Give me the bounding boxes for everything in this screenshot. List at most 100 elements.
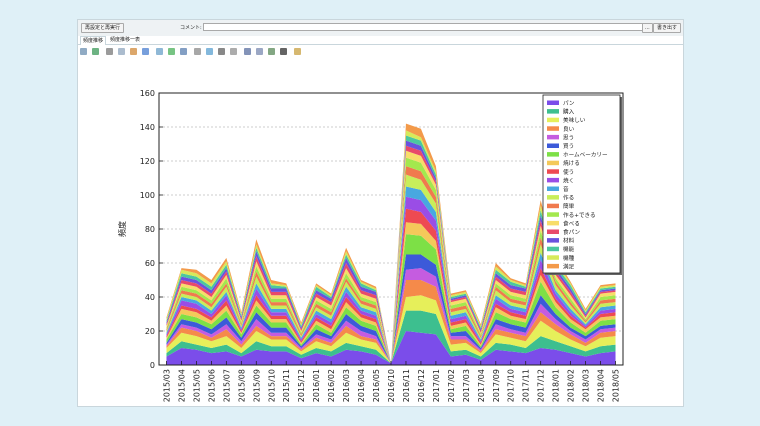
tab-frequency-trend-table[interactable]: 頻度推移一表 — [110, 37, 141, 43]
legend-label: 満足 — [563, 263, 575, 270]
legend-swatch — [547, 186, 559, 191]
legend-label: ホームベーカリー — [563, 152, 608, 159]
x-tick-label: 2015/06 — [207, 369, 216, 402]
y-tick-label: 120 — [140, 157, 155, 166]
x-tick-label: 2016/11 — [402, 369, 411, 402]
x-tick-label: 2016/02 — [327, 369, 336, 402]
x-tick-label: 2015/11 — [282, 369, 291, 402]
legend-swatch — [547, 203, 559, 209]
home-icon[interactable] — [130, 48, 137, 55]
zoom-out-icon[interactable] — [168, 48, 175, 55]
x-tick-label: 2017/04 — [477, 369, 486, 402]
y-axis-label: 頻度 — [117, 221, 127, 237]
legend-swatch — [547, 134, 559, 140]
font-small-icon[interactable] — [230, 48, 237, 55]
y-tick-label: 80 — [145, 225, 155, 234]
cursor-icon[interactable] — [142, 48, 149, 55]
x-tick-label: 2015/08 — [237, 369, 246, 402]
legend-swatch — [547, 195, 559, 200]
y-tick-label: 40 — [145, 293, 155, 302]
color-icon[interactable] — [280, 48, 287, 55]
comment-input[interactable] — [203, 23, 644, 31]
legend-label: 作る+できる — [563, 211, 596, 219]
legend-label: 思う — [563, 134, 574, 141]
chart-icon[interactable] — [194, 48, 201, 55]
x-tick-label: 2017/01 — [432, 369, 441, 402]
legend-swatch — [547, 126, 559, 131]
font-icon[interactable] — [218, 48, 225, 55]
settings-icon[interactable] — [294, 48, 301, 55]
x-tick-label: 2017/09 — [492, 369, 501, 402]
legend-swatch — [547, 220, 559, 226]
table-icon[interactable] — [180, 48, 187, 55]
legend-label: 機能 — [563, 245, 575, 253]
legend-swatch — [547, 246, 559, 252]
x-tick-label: 2017/10 — [507, 369, 516, 402]
legend — [542, 94, 621, 274]
x-tick-label: 2018/02 — [567, 369, 576, 402]
app-window: 再設定と再実行 コメント: ... 書き出す 頻度推移 頻度推移一表 0 20 40… — [77, 19, 684, 407]
legend-label: 音 — [563, 185, 569, 193]
legend-label: 食パン — [563, 228, 580, 236]
zoom-icon[interactable] — [106, 48, 113, 55]
area-chart-icon[interactable] — [268, 48, 275, 55]
series-area-16 — [166, 140, 616, 364]
x-tick-label: 2017/11 — [522, 369, 531, 402]
x-tick-label: 2016/03 — [342, 369, 351, 402]
x-tick-label: 2015/09 — [252, 369, 261, 402]
legend-swatch — [547, 238, 559, 243]
legend-swatch — [547, 229, 559, 234]
legend-swatch — [547, 100, 559, 105]
legend-swatch — [547, 117, 559, 123]
legend-label: 使う — [563, 168, 574, 176]
series-area-17 — [166, 135, 616, 364]
copy-icon[interactable] — [118, 48, 125, 55]
export-button[interactable]: 書き出す — [653, 23, 682, 33]
legend-label: 機種 — [563, 254, 575, 262]
zoom-in-icon[interactable] — [156, 48, 163, 55]
legend-label: 材料 — [563, 237, 575, 245]
y-tick-label: 140 — [140, 123, 155, 132]
legend-label: 作る — [563, 194, 574, 202]
x-tick-label: 2017/12 — [537, 369, 546, 402]
legend-label: 美味しい — [563, 116, 586, 124]
x-tick-label: 2018/03 — [582, 369, 591, 402]
y-tick-label: 160 — [140, 89, 155, 98]
legend-swatch — [547, 169, 559, 174]
legend-label: 買う — [563, 143, 574, 150]
tab-frequency-trend[interactable]: 頻度推移 — [80, 36, 107, 45]
legend-label: 簡単 — [563, 202, 575, 210]
bar-chart-icon[interactable] — [256, 48, 263, 55]
refresh-icon[interactable] — [92, 48, 99, 55]
top-toolbar: 再設定と再実行 コメント: ... 書き出す — [78, 20, 683, 36]
x-tick-label: 2015/10 — [267, 369, 276, 402]
x-tick-label: 2017/03 — [462, 369, 471, 402]
legend-swatch — [547, 160, 559, 166]
y-tick-label: 0 — [150, 361, 155, 370]
x-tick-label: 2016/04 — [357, 369, 366, 402]
x-tick-label: 2015/12 — [297, 369, 306, 402]
save-icon[interactable] — [80, 48, 87, 55]
stacked-area-chart: 0 20 40 60 80 100 120 140 160 2015/03 2015/04 2015/… — [117, 89, 624, 402]
series-area-1 — [166, 310, 616, 364]
y-tick-label: 60 — [145, 259, 155, 268]
rerun-button[interactable]: 再設定と再実行 — [81, 23, 125, 33]
line-chart-icon[interactable] — [244, 48, 251, 55]
comment-more-button[interactable]: ... — [642, 23, 653, 33]
legend-swatch — [547, 109, 559, 114]
legend-label: 焼く — [563, 176, 574, 184]
x-tick-label: 2016/05 — [372, 369, 381, 402]
x-tick-label: 2018/04 — [597, 369, 606, 402]
series-area-19 — [166, 123, 616, 364]
x-tick-label: 2016/12 — [417, 369, 426, 402]
x-tick-label: 2016/01 — [312, 369, 321, 402]
comment-label: コメント: — [180, 25, 202, 31]
legend-label: 購入 — [563, 108, 575, 116]
x-tick-label: 2015/04 — [177, 369, 186, 402]
grid-icon[interactable] — [206, 48, 213, 55]
legend-swatch — [547, 143, 559, 148]
legend-label: 食べる — [563, 219, 580, 227]
legend-label: 良い — [563, 125, 575, 133]
legend-label: 焼ける — [563, 159, 580, 167]
x-tick-label: 2018/01 — [552, 369, 561, 402]
